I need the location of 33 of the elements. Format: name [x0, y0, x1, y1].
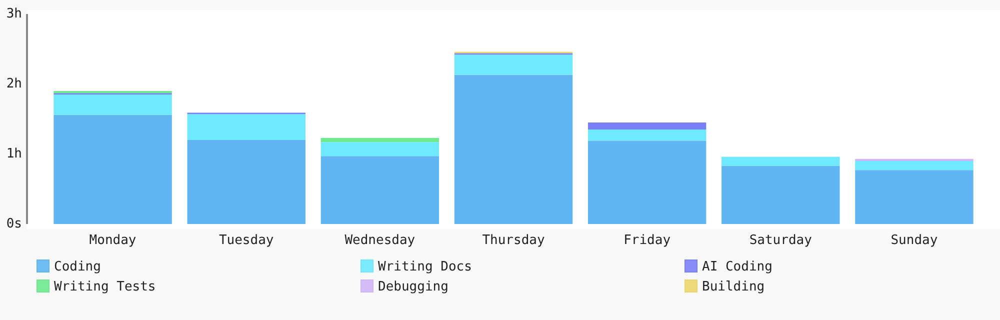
bar [722, 156, 840, 166]
legend-label: Coding [54, 260, 101, 275]
legend-label: Debugging [378, 280, 448, 295]
bar [855, 170, 974, 224]
bar [588, 130, 706, 141]
bar [588, 122, 706, 130]
bar [722, 166, 840, 224]
x-tick-label: Thursday [482, 233, 545, 248]
x-tick-label: Wednesday [344, 233, 416, 248]
x-tick-label: Sunday [890, 233, 938, 248]
bar [320, 138, 440, 142]
x-tick-label: Saturday [749, 233, 812, 248]
x-tick-label: Monday [89, 233, 136, 248]
x-tick-label: Friday [624, 233, 671, 248]
legend-label: Writing Docs [378, 260, 472, 275]
bar [54, 94, 172, 115]
bar [454, 74, 573, 224]
y-tick-label: 2h [6, 76, 22, 92]
y-tick-label: 0s [6, 216, 22, 232]
legend-label: AI Coding [702, 260, 772, 275]
bar [320, 142, 440, 156]
bar [187, 114, 306, 140]
legend-label: Writing Tests [54, 280, 156, 295]
bar [588, 140, 706, 224]
x-tick-label: Tuesday [218, 233, 274, 248]
bar [454, 54, 573, 75]
y-tick-label: 3h [6, 6, 22, 22]
legend-label: Building [702, 280, 765, 295]
bar [320, 156, 440, 224]
y-tick-label: 1h [6, 146, 22, 162]
bar [855, 161, 974, 170]
bar [54, 114, 172, 224]
bar [187, 140, 306, 224]
